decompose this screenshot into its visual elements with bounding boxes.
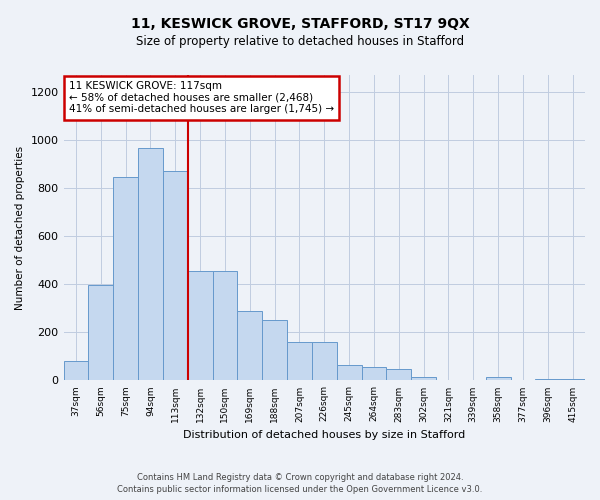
Bar — [238, 310, 262, 380]
Bar — [138, 148, 163, 380]
Bar — [411, 377, 436, 380]
Bar — [262, 320, 287, 380]
Text: Contains HM Land Registry data © Crown copyright and database right 2024.: Contains HM Land Registry data © Crown c… — [137, 473, 463, 482]
Bar — [535, 378, 560, 380]
Text: 11 KESWICK GROVE: 117sqm
← 58% of detached houses are smaller (2,468)
41% of sem: 11 KESWICK GROVE: 117sqm ← 58% of detach… — [69, 81, 334, 114]
Text: Contains public sector information licensed under the Open Government Licence v3: Contains public sector information licen… — [118, 484, 482, 494]
Bar — [560, 378, 585, 380]
Bar — [212, 271, 238, 380]
Bar — [188, 271, 212, 380]
Y-axis label: Number of detached properties: Number of detached properties — [15, 146, 25, 310]
Bar — [337, 365, 362, 380]
Bar — [163, 171, 188, 380]
Bar — [287, 342, 312, 380]
Bar — [88, 286, 113, 380]
Bar — [113, 177, 138, 380]
Bar — [312, 342, 337, 380]
X-axis label: Distribution of detached houses by size in Stafford: Distribution of detached houses by size … — [183, 430, 466, 440]
Bar — [485, 377, 511, 380]
Text: 11, KESWICK GROVE, STAFFORD, ST17 9QX: 11, KESWICK GROVE, STAFFORD, ST17 9QX — [131, 18, 469, 32]
Bar — [386, 369, 411, 380]
Bar — [362, 367, 386, 380]
Text: Size of property relative to detached houses in Stafford: Size of property relative to detached ho… — [136, 35, 464, 48]
Bar — [64, 361, 88, 380]
